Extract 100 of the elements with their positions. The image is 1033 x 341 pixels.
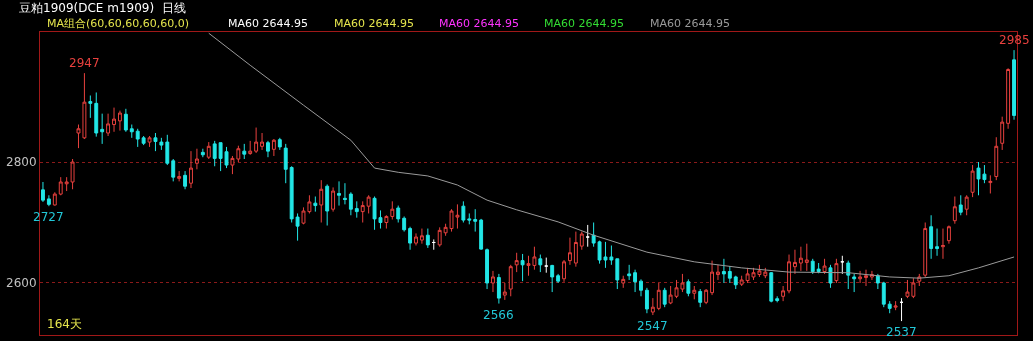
candlestick (46, 194, 51, 207)
candlestick (704, 288, 709, 305)
candlestick (206, 141, 211, 160)
candlestick (135, 128, 140, 148)
candlestick (858, 270, 863, 284)
candlestick (479, 218, 484, 251)
candlestick (929, 214, 934, 260)
candlestick (781, 285, 786, 302)
candlestick (141, 135, 146, 146)
candlestick (129, 124, 134, 139)
candlestick (271, 138, 276, 157)
candlestick (502, 282, 507, 301)
annotation: 2566 (483, 308, 514, 322)
candlestick (354, 200, 359, 219)
candlestick (396, 205, 401, 224)
candlestick (461, 200, 466, 224)
candlestick (123, 108, 128, 133)
candlestick (177, 170, 182, 182)
candlestick (313, 196, 318, 213)
candlestick (337, 180, 341, 207)
candlestick (840, 255, 845, 275)
candlestick (787, 254, 791, 294)
candlestick (467, 212, 472, 225)
candlestick (721, 258, 726, 284)
candlestick (165, 134, 170, 166)
annotation: 2547 (637, 319, 668, 333)
candlestick (650, 297, 655, 316)
candlestick (242, 143, 247, 160)
candlestick (550, 264, 555, 293)
candlestick (556, 273, 561, 284)
candlestick (627, 264, 632, 281)
candlestick (88, 95, 93, 119)
text: MA60 2644.95 (439, 17, 519, 30)
candlestick (41, 181, 45, 203)
candlestick (419, 228, 424, 245)
candlestick (846, 260, 851, 290)
candlestick (520, 253, 525, 282)
candlestick (266, 140, 270, 158)
candlestick (425, 228, 430, 249)
candlestick (390, 200, 395, 220)
candlestick (100, 113, 105, 145)
candlestick (319, 179, 324, 224)
candlestick (656, 282, 661, 311)
text: MA60 2644.95 (334, 17, 414, 30)
candlestick (864, 269, 868, 287)
candlestick (573, 231, 578, 268)
candlestick (621, 275, 626, 289)
candlestick (899, 297, 904, 322)
candlestick (58, 176, 63, 196)
candlestick (248, 140, 253, 155)
candlestick (194, 148, 199, 170)
candlestick (402, 215, 407, 233)
candlestick (408, 226, 413, 251)
candlestick (639, 278, 643, 297)
candlestick (1012, 49, 1016, 121)
candlestick (544, 257, 549, 274)
candlestick (810, 258, 815, 275)
candlestick (727, 265, 732, 284)
candlestick (94, 91, 99, 138)
candlestick (585, 224, 590, 248)
candlestick (485, 248, 489, 290)
candlestick (686, 278, 691, 297)
candlestick (970, 164, 975, 198)
candlestick (366, 194, 371, 214)
candlestick (117, 110, 122, 132)
text: MA60 2644.95 (650, 17, 730, 30)
candlestick (325, 183, 330, 227)
candlestick (183, 170, 188, 190)
candlestick (342, 182, 347, 205)
candlestick (633, 269, 638, 293)
candlestick (431, 238, 436, 251)
candlestick (798, 246, 803, 272)
candlestick (473, 208, 478, 233)
candlestick (692, 285, 697, 300)
y-tick-label: 2600 (6, 276, 37, 291)
candlestick (834, 258, 839, 284)
y-tick-label: 2800 (6, 155, 37, 170)
candlestick (887, 300, 892, 314)
annotation: 2947 (69, 56, 100, 70)
candlestick (579, 231, 584, 251)
candlestick (1000, 116, 1005, 151)
candlestick (189, 150, 193, 189)
candlestick (881, 281, 886, 308)
candlestick (822, 258, 827, 275)
candlestick (923, 222, 928, 278)
text: MA60 2644.95 (544, 17, 624, 30)
text: MA组合(60,60,60,60,60,0) (47, 17, 190, 30)
candlestick (348, 191, 353, 216)
candlestick (644, 287, 649, 314)
candlestick (994, 136, 999, 181)
candlestick (710, 260, 715, 296)
candlestick (804, 243, 809, 272)
candlestick (52, 191, 57, 207)
candlestick (491, 270, 495, 293)
candlestick (496, 273, 501, 305)
annotation: 164天 (47, 317, 82, 331)
candlestick (775, 295, 780, 303)
candlestick (698, 288, 703, 308)
candlestick (414, 232, 418, 246)
candlestick (260, 132, 264, 151)
